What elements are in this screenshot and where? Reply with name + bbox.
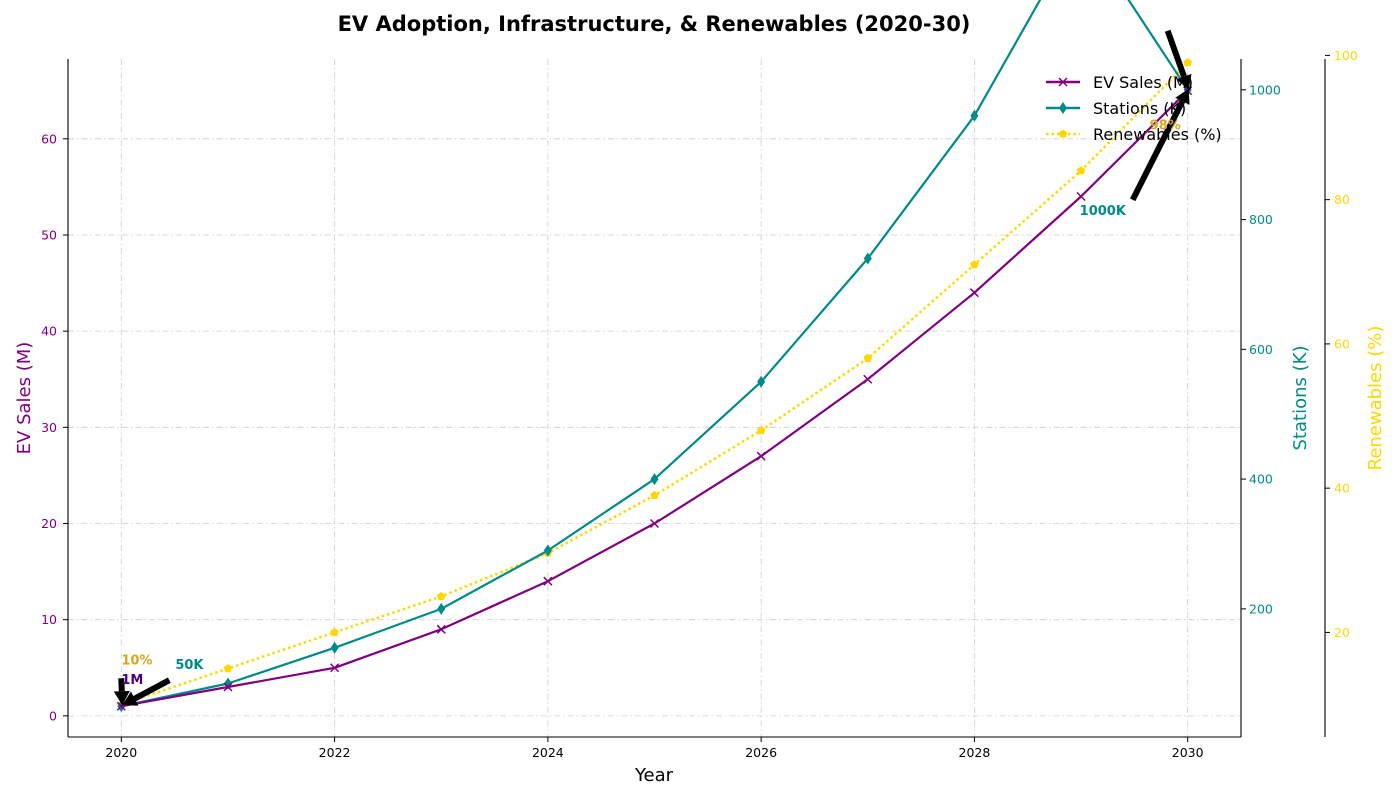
left-axis-label: EV Sales (M) — [14, 342, 35, 455]
data-point — [756, 426, 766, 435]
data-point — [436, 591, 446, 600]
legend-entry: Renewables (%) — [1046, 125, 1222, 144]
data-point — [543, 576, 553, 586]
annotation-arrow — [113, 678, 130, 706]
data-point — [223, 682, 233, 692]
right2-tick-label: 40 — [1334, 481, 1350, 496]
series-line — [121, 0, 1189, 708]
legend-label: Stations (K) — [1093, 99, 1186, 118]
data-point — [863, 374, 873, 384]
data-point — [330, 627, 339, 637]
left-tick-label: 20 — [41, 516, 57, 531]
right2-tick-label: 20 — [1334, 625, 1350, 640]
data-point — [970, 260, 979, 269]
x-tick-label: 2028 — [959, 745, 991, 760]
legend-label: Renewables (%) — [1093, 125, 1222, 144]
legend: EV Sales (M) Stations (K) Renewables (%) — [1046, 73, 1222, 144]
right2-tick-label: 60 — [1334, 336, 1350, 351]
right1-tick-label: 400 — [1249, 472, 1273, 487]
data-point — [437, 602, 446, 615]
series — [116, 0, 1193, 713]
data-point — [330, 641, 339, 654]
legend-marker — [1059, 102, 1067, 114]
data-point — [649, 518, 660, 529]
annotation-label: 10% — [121, 654, 152, 669]
annotation-label: 50K — [175, 658, 204, 673]
right1-axis-label: Stations (K) — [1290, 346, 1311, 451]
legend-label: EV Sales (M) — [1093, 73, 1193, 92]
annotation-arrow — [122, 677, 171, 706]
x-tick-label: 2022 — [319, 745, 351, 760]
series-stations-k — [117, 0, 1192, 713]
left-tick-label: 10 — [41, 612, 57, 627]
x-tick-label: 2024 — [532, 745, 564, 760]
right1-tick-label: 1000 — [1249, 82, 1281, 97]
data-point — [223, 664, 233, 673]
data-point — [330, 663, 340, 673]
x-tick-label: 2030 — [1172, 745, 1204, 760]
left-tick-label: 30 — [41, 420, 57, 435]
legend-marker — [1058, 129, 1068, 138]
data-point — [863, 353, 873, 362]
data-point — [1183, 58, 1192, 67]
data-point — [1076, 166, 1086, 175]
axes: 2020 2022 2024 2026 2028 20300102030405060200… — [41, 48, 1358, 760]
right2-axis-label: Renewables (%) — [1365, 326, 1386, 471]
series-renewables — [117, 58, 1192, 709]
series-line — [120, 61, 1189, 706]
data-point — [970, 109, 979, 122]
data-point — [756, 451, 766, 461]
data-point — [757, 375, 766, 388]
left-tick-label: 50 — [41, 227, 57, 242]
x-tick-label: 2020 — [105, 745, 137, 760]
right2-tick-label: 80 — [1334, 192, 1350, 207]
right2-tick-label: 100 — [1334, 48, 1358, 63]
annotation-label: 1M — [121, 673, 143, 688]
right1-tick-label: 800 — [1249, 212, 1273, 227]
data-point — [650, 473, 659, 486]
grid — [68, 59, 1241, 737]
annotation-arrow — [1164, 29, 1192, 90]
data-point — [436, 624, 446, 634]
data-point — [650, 490, 659, 499]
right1-tick-label: 200 — [1249, 601, 1273, 616]
data-point — [863, 252, 872, 265]
data-point — [543, 544, 552, 557]
data-point — [1076, 191, 1086, 202]
right1-tick-label: 600 — [1249, 342, 1273, 357]
annotation-arrow — [1130, 88, 1190, 202]
legend-entry: EV Sales (M) — [1046, 73, 1193, 92]
annotations: 1M65M50K1000K10%98% — [113, 29, 1192, 706]
left-tick-label: 60 — [41, 131, 57, 146]
left-tick-label: 0 — [49, 708, 57, 723]
series-line — [121, 89, 1189, 708]
legend-entry: Stations (K) — [1046, 99, 1186, 118]
annotation-label: 1000K — [1080, 204, 1127, 219]
data-point — [969, 288, 979, 298]
x-tick-label: 2026 — [745, 745, 777, 760]
series-ev-sales-m — [116, 86, 1193, 711]
annotation-label: 98% — [1150, 119, 1181, 134]
chart-title: EV Adoption, Infrastructure, & Renewable… — [338, 12, 971, 36]
legend-marker — [1058, 77, 1068, 87]
x-axis-label: Year — [634, 765, 674, 786]
left-tick-label: 40 — [41, 324, 57, 339]
